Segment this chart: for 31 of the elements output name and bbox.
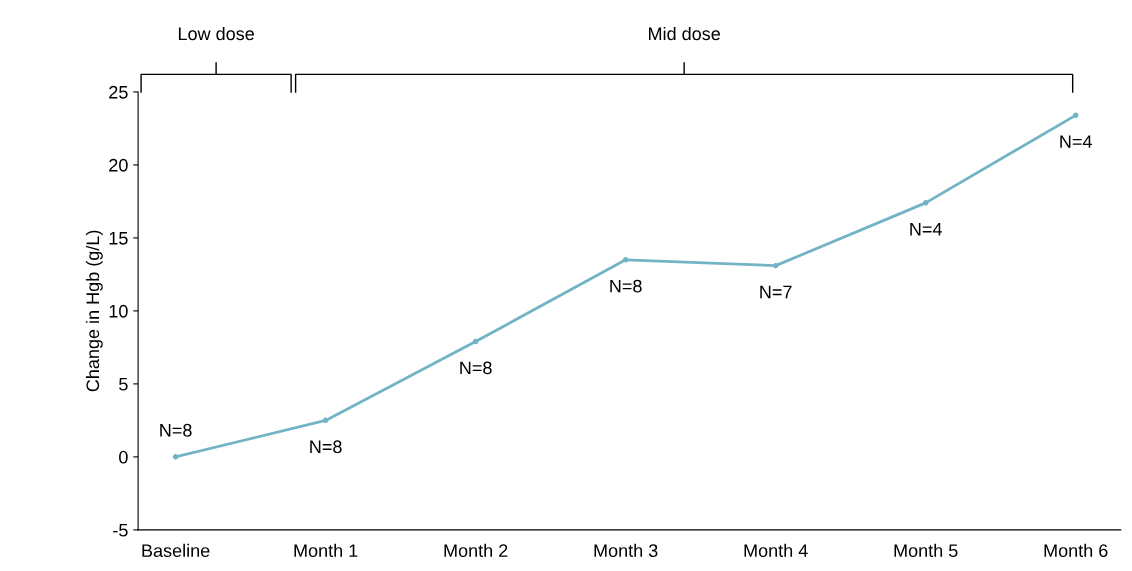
point	[1072, 112, 1079, 119]
annotation: N=8	[310, 440, 342, 454]
y-tick-label: 25	[109, 85, 128, 99]
y-tick-label: 10	[109, 304, 128, 318]
y-tick-label: -5	[113, 524, 128, 537]
annotation: N=8	[160, 423, 192, 437]
annotation: N=7	[760, 285, 792, 299]
x-tick-label: Month 4	[744, 543, 808, 558]
annotation: N=8	[610, 279, 642, 293]
annotation: N=4	[1060, 135, 1092, 148]
point	[472, 338, 479, 345]
x-tick-label: Month 5	[894, 543, 958, 558]
point	[172, 454, 179, 460]
text: Low dose	[178, 26, 254, 41]
y-tick-label: 5	[119, 378, 128, 391]
x-tick-label: Month 2	[444, 543, 508, 558]
x-tick-label: Month 1	[294, 543, 358, 558]
y-axis-title: Change in Hgb (g/L)	[85, 230, 103, 392]
y-tick-label: 0	[119, 450, 128, 464]
y-tick-label: 15	[109, 232, 128, 245]
x-tick-label: Baseline	[142, 543, 210, 558]
point	[322, 417, 329, 424]
x-tick-label: Month 3	[594, 543, 658, 558]
annotation: N=8	[460, 361, 492, 375]
point	[622, 257, 629, 263]
point	[922, 200, 929, 206]
annotation: N=4	[910, 222, 942, 236]
y-tick-label: 20	[109, 158, 128, 172]
text: Mid dose	[649, 26, 720, 41]
x-tick-label: Month 6	[1044, 543, 1108, 558]
point	[772, 262, 779, 269]
